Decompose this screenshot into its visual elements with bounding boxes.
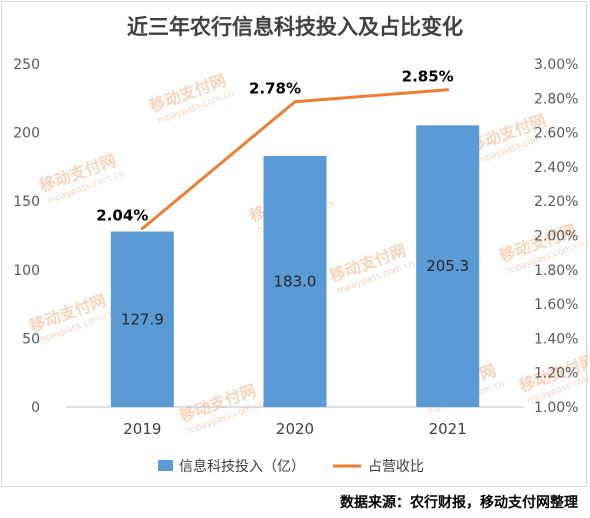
x-axis-tick: 2021 bbox=[429, 420, 467, 438]
left-axis-tick: 150 bbox=[13, 194, 40, 210]
bar bbox=[416, 125, 480, 407]
source-note: 数据来源：农行财报，移动支付网整理 bbox=[340, 495, 578, 511]
right-axis-tick: 2.80% bbox=[534, 91, 578, 107]
left-axis-tick: 200 bbox=[13, 126, 40, 142]
left-axis-tick: 100 bbox=[13, 263, 40, 279]
right-axis: 1.00% 1.20% 1.40% 1.60% 1.80% 2.00% 2.20% 2.40%… bbox=[534, 57, 578, 416]
left-axis-tick: 0 bbox=[31, 400, 40, 416]
right-axis-tick: 1.00% bbox=[534, 400, 578, 416]
line-labels: 2.04% 2.78% 2.85% bbox=[96, 68, 453, 225]
x-axis-tick: 2019 bbox=[123, 420, 161, 438]
left-axis-tick: 250 bbox=[13, 57, 40, 73]
x-axis-tick: 2020 bbox=[276, 420, 314, 438]
right-axis-tick: 2.20% bbox=[534, 194, 578, 210]
left-axis-tick: 50 bbox=[22, 331, 40, 347]
line-series bbox=[140, 88, 450, 231]
right-axis-tick: 1.60% bbox=[534, 297, 578, 313]
chart-frame: 移动支付网 mpaypass.com.cn 移动支付网 mpaypass.com.cn… bbox=[1, 1, 588, 487]
line-value-label: 2.78% bbox=[249, 80, 301, 98]
bar-value-label: 127.9 bbox=[121, 310, 164, 328]
bar-series bbox=[110, 125, 480, 407]
line-value-label: 2.04% bbox=[96, 207, 148, 225]
right-axis-tick: 2.40% bbox=[534, 160, 578, 176]
bar bbox=[263, 155, 327, 407]
bar-value-label: 205.3 bbox=[426, 257, 469, 275]
right-axis-tick: 1.40% bbox=[534, 331, 578, 347]
right-axis-tick: 3.00% bbox=[534, 57, 578, 73]
legend-label-line: 占营收比 bbox=[368, 459, 424, 475]
right-axis-tick: 2.60% bbox=[534, 126, 578, 142]
right-axis-tick: 2.00% bbox=[534, 229, 578, 245]
line-point bbox=[140, 227, 144, 231]
bar-labels: 127.9 183.0 205.3 bbox=[121, 257, 469, 328]
x-axis: 2019 2020 2021 bbox=[123, 420, 467, 438]
bar bbox=[110, 231, 174, 407]
chart-title: 近三年农行信息科技投入及占比变化 bbox=[127, 15, 463, 39]
line-point bbox=[446, 88, 450, 92]
legend: 信息科技投入（亿） 占营收比 bbox=[158, 458, 424, 475]
legend-label-bar: 信息科技投入（亿） bbox=[179, 458, 305, 475]
bar-value-label: 183.0 bbox=[274, 272, 317, 290]
right-axis-tick: 1.20% bbox=[534, 366, 578, 382]
legend-swatch-bar bbox=[158, 460, 173, 471]
line-value-label: 2.85% bbox=[402, 68, 454, 86]
left-axis: 0 50 100 150 200 250 bbox=[13, 57, 40, 416]
line-point bbox=[293, 100, 297, 104]
right-axis-tick: 1.80% bbox=[534, 263, 578, 279]
